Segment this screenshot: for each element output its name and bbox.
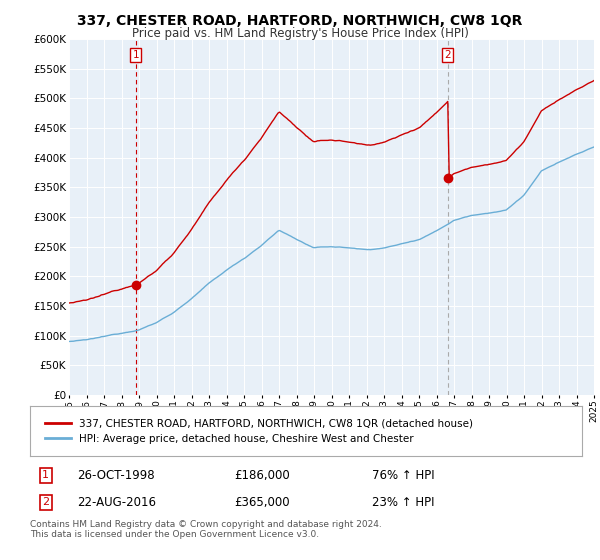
Text: £186,000: £186,000 — [234, 469, 290, 482]
Text: 26-OCT-1998: 26-OCT-1998 — [77, 469, 155, 482]
Text: 2: 2 — [445, 50, 451, 60]
Text: 1: 1 — [42, 470, 49, 480]
Text: 1: 1 — [133, 50, 139, 60]
Text: 76% ↑ HPI: 76% ↑ HPI — [372, 469, 435, 482]
Text: £365,000: £365,000 — [234, 496, 290, 508]
Text: 2: 2 — [42, 497, 49, 507]
Text: Contains HM Land Registry data © Crown copyright and database right 2024.
This d: Contains HM Land Registry data © Crown c… — [30, 520, 382, 539]
Text: 23% ↑ HPI: 23% ↑ HPI — [372, 496, 435, 508]
Text: Price paid vs. HM Land Registry's House Price Index (HPI): Price paid vs. HM Land Registry's House … — [131, 27, 469, 40]
Text: 22-AUG-2016: 22-AUG-2016 — [77, 496, 156, 508]
Legend: 337, CHESTER ROAD, HARTFORD, NORTHWICH, CW8 1QR (detached house), HPI: Average p: 337, CHESTER ROAD, HARTFORD, NORTHWICH, … — [41, 415, 478, 447]
Text: 337, CHESTER ROAD, HARTFORD, NORTHWICH, CW8 1QR: 337, CHESTER ROAD, HARTFORD, NORTHWICH, … — [77, 14, 523, 28]
